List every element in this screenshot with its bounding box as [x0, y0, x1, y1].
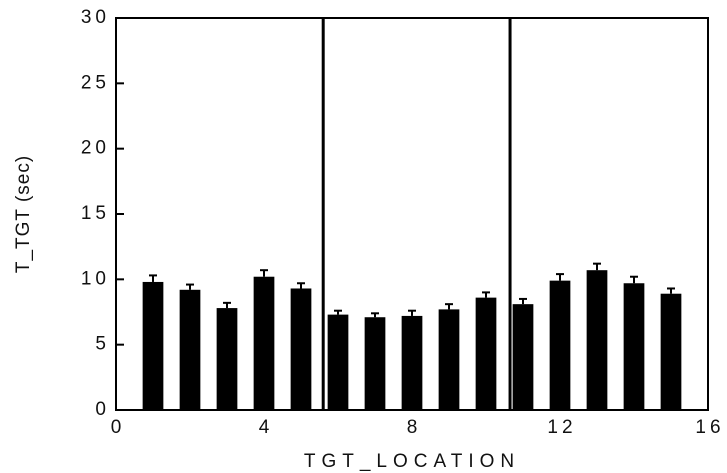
- y-tick-label: 25: [81, 72, 110, 93]
- x-tick-label: 4: [259, 417, 274, 438]
- bar: [401, 315, 423, 410]
- x-tick-label: 12: [547, 417, 576, 438]
- y-tick-label: 10: [81, 268, 110, 289]
- bar: [660, 293, 682, 410]
- bar: [438, 309, 460, 410]
- bar: [142, 281, 164, 410]
- y-tick-label: 20: [81, 138, 110, 159]
- bar: [549, 280, 571, 410]
- y-tick-label: 0: [95, 399, 110, 420]
- bar: [586, 270, 608, 410]
- bar: [290, 288, 312, 410]
- y-tick-label: 5: [95, 334, 110, 355]
- bar: [327, 314, 349, 410]
- bar: [253, 276, 275, 410]
- bar: [475, 297, 497, 410]
- x-tick-label: 16: [695, 417, 724, 438]
- bar: [512, 304, 534, 410]
- bar: [623, 283, 645, 410]
- bar: [364, 317, 386, 410]
- y-axis-label: T_TGT (sec): [13, 155, 34, 273]
- bar: [216, 308, 238, 410]
- bar: [179, 289, 201, 410]
- x-axis-label: TGT_LOCATION: [304, 451, 520, 472]
- x-tick-label: 8: [407, 417, 422, 438]
- y-tick-label: 30: [81, 7, 110, 28]
- y-tick-label: 15: [81, 203, 110, 224]
- x-tick-label: 0: [111, 417, 126, 438]
